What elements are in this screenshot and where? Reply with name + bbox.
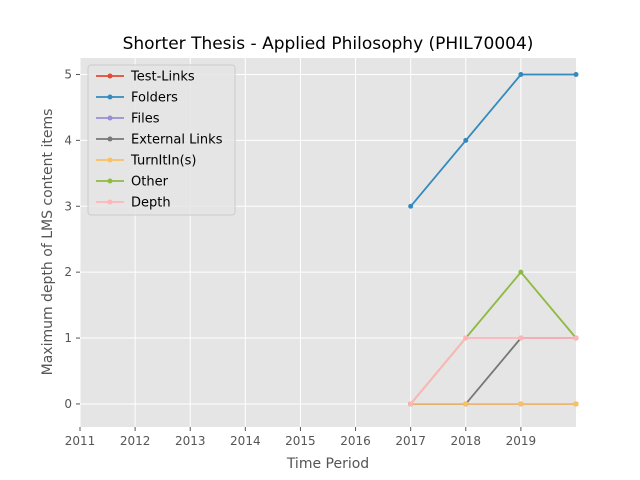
data-point: [518, 401, 523, 406]
y-axis-label: Maximum depth of LMS content items: [40, 109, 56, 376]
x-tick-label: 2016: [340, 434, 371, 448]
legend-label: Other: [131, 175, 169, 190]
legend-label: Folders: [131, 91, 178, 106]
data-point: [408, 204, 413, 209]
y-tick-label: 4: [64, 133, 72, 147]
x-axis-label: Time Period: [286, 456, 369, 472]
y-tick-label: 0: [64, 397, 72, 411]
y-axis-ticks: 0 1 2 3 4 5: [64, 67, 80, 410]
data-point: [574, 72, 579, 77]
legend-marker: [108, 158, 113, 163]
legend-marker: [108, 95, 113, 100]
data-point: [574, 336, 579, 341]
data-point: [463, 138, 468, 143]
y-tick-label: 2: [64, 265, 72, 279]
legend-label: Test-Links: [130, 70, 195, 85]
legend-label: TurnItIn(s): [130, 154, 196, 169]
data-point: [463, 336, 468, 341]
data-point: [463, 401, 468, 406]
data-point: [408, 401, 413, 406]
y-tick-label: 5: [64, 67, 72, 81]
x-axis-ticks: 2011 2012 2013 2014 2015 2016 2017 2018 2019: [65, 427, 536, 448]
legend: Test-Links Folders Files External Links Turn…: [88, 65, 235, 215]
x-tick-label: 2015: [285, 434, 316, 448]
x-tick-label: 2018: [451, 434, 482, 448]
legend-marker: [108, 137, 113, 142]
legend-label: Files: [131, 112, 160, 127]
data-point: [518, 72, 523, 77]
legend-label: Depth: [131, 196, 171, 211]
data-point: [518, 270, 523, 275]
legend-marker: [108, 116, 113, 121]
y-tick-label: 1: [64, 331, 72, 345]
x-tick-label: 2014: [230, 434, 261, 448]
legend-marker: [108, 74, 113, 79]
legend-label: External Links: [131, 133, 223, 148]
y-tick-label: 3: [64, 199, 72, 213]
legend-marker: [108, 200, 113, 205]
x-tick-label: 2017: [395, 434, 426, 448]
x-tick-label: 2013: [175, 434, 206, 448]
x-tick-label: 2012: [120, 434, 151, 448]
chart-title: Shorter Thesis - Applied Philosophy (PHI…: [123, 34, 534, 54]
data-point: [574, 401, 579, 406]
legend-marker: [108, 179, 113, 184]
x-tick-label: 2019: [506, 434, 537, 448]
x-tick-label: 2011: [65, 434, 96, 448]
data-point: [518, 336, 523, 341]
